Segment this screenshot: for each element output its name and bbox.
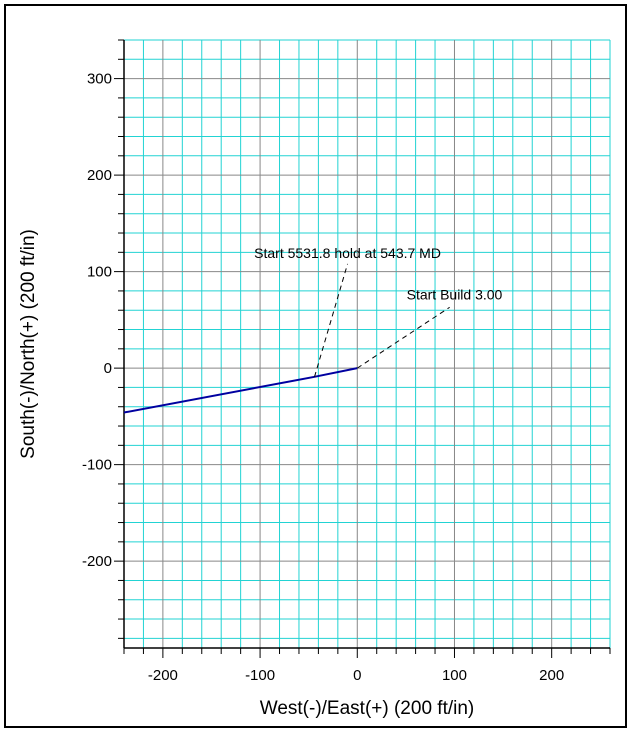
annotations: Start 5531.8 hold at 543.7 MD Start Build… xyxy=(254,245,502,377)
x-tick-label: 200 xyxy=(539,667,564,684)
y-axis-label: South(-)/North(+) (200 ft/in) xyxy=(18,229,39,459)
annotation-leader xyxy=(357,307,449,368)
x-axis-label: West(-)/East(+) (200 ft/in) xyxy=(260,698,475,719)
x-tick-label: -100 xyxy=(245,667,275,684)
x-tick-label: 0 xyxy=(353,667,361,684)
y-tick-label: 0 xyxy=(104,360,112,377)
chart-frame: -200 -100 0 100 200 300 200 100 0 -100 -200 Start … xyxy=(4,4,627,728)
y-tick-label: 300 xyxy=(87,71,112,88)
y-tick-label: 200 xyxy=(87,167,112,184)
x-tick-label: 100 xyxy=(442,667,467,684)
wellpath-plan-chart: -200 -100 0 100 200 300 200 100 0 -100 -200 Start … xyxy=(6,6,625,726)
annotation-label: Start 5531.8 hold at 543.7 MD xyxy=(254,245,441,261)
minor-grid xyxy=(124,40,610,648)
major-grid xyxy=(124,40,610,648)
y-tick-label: 100 xyxy=(87,264,112,281)
y-tick-label: -200 xyxy=(82,553,112,570)
annotation-leader xyxy=(315,264,348,377)
x-tick-label: -200 xyxy=(148,667,178,684)
annotation-label: Start Build 3.00 xyxy=(407,286,503,302)
y-tick-label: -100 xyxy=(82,457,112,474)
axes xyxy=(124,40,610,648)
